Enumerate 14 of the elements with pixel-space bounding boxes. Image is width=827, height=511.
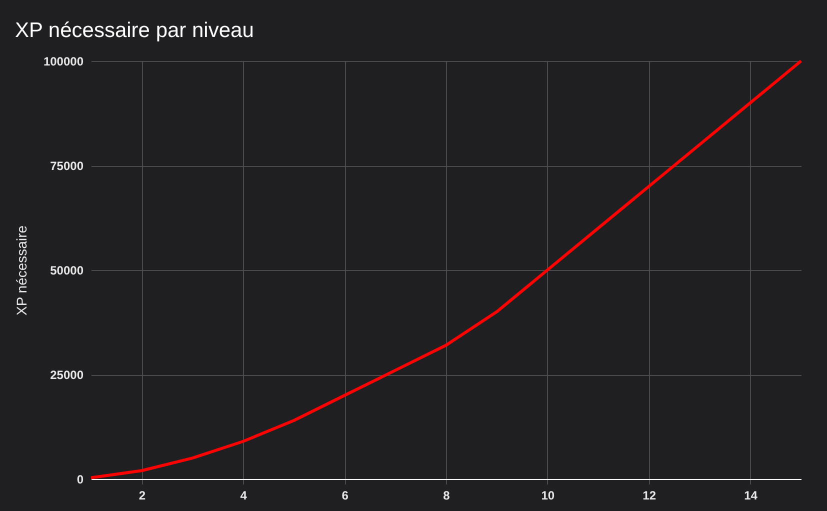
x-tick-label: 4 (240, 488, 248, 502)
x-tick-label: 2 (138, 488, 146, 502)
y-tick-label: 50000 (50, 264, 84, 278)
y-axis-title: XP nécessaire (13, 225, 30, 316)
chart-title: XP nécessaire par niveau (14, 19, 254, 42)
y-tick-label: 0 (76, 472, 84, 486)
x-tick-label: 6 (342, 488, 349, 502)
x-tick-label: 12 (642, 488, 656, 502)
x-tick-label: 14 (744, 488, 758, 502)
y-tick-label: 25000 (50, 368, 84, 382)
y-tick-label: 100000 (43, 54, 84, 68)
x-tick-label: 10 (541, 488, 555, 502)
y-tick-label: 75000 (50, 159, 84, 173)
x-tick-label: 8 (443, 488, 450, 502)
